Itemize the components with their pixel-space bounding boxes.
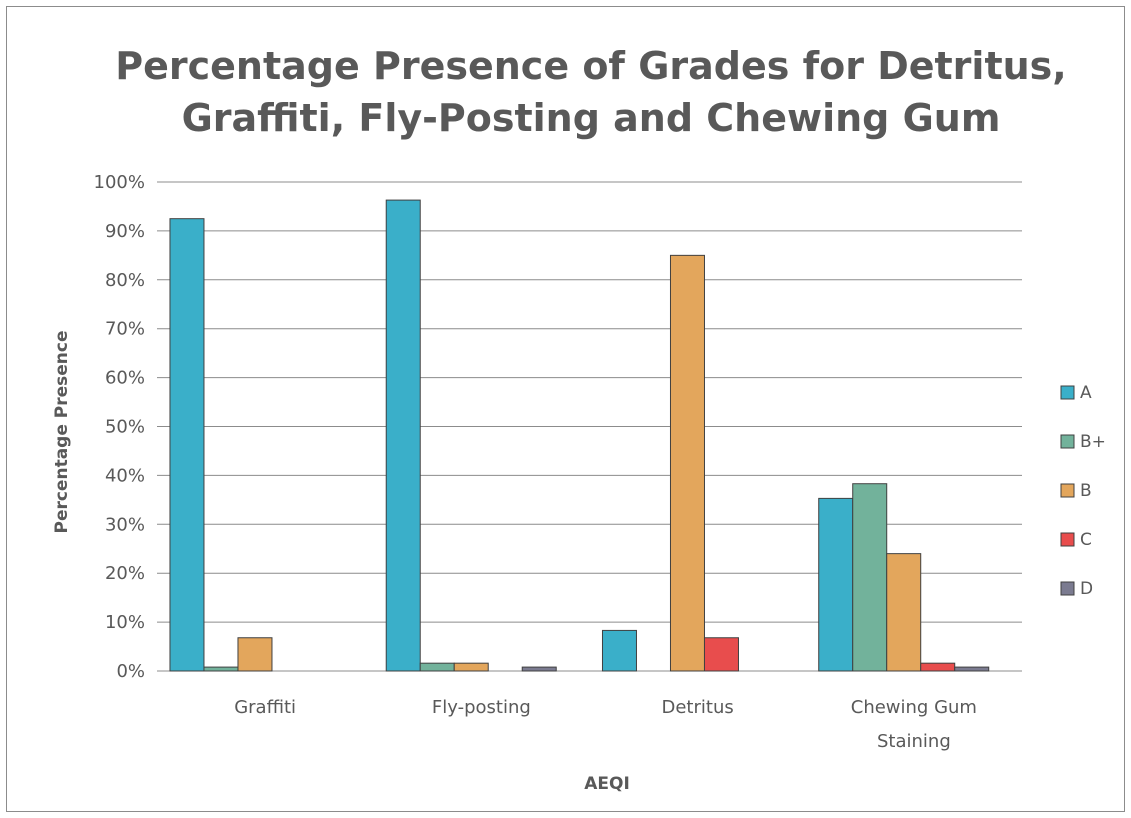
bar-bplus-0 (203, 666, 239, 672)
x-category-label: Staining (877, 731, 951, 752)
y-tick-label: 0% (116, 661, 145, 682)
legend-label: A (1080, 383, 1092, 403)
legend-swatch (1060, 581, 1075, 596)
y-axis-title: Percentage Presence (52, 330, 72, 533)
chart-frame: Percentage Presence of Grades for Detrit… (6, 6, 1125, 812)
legend-label: B+ (1080, 432, 1106, 452)
bar-b-3 (886, 553, 922, 672)
bar-d-3 (954, 666, 990, 672)
bar-chart: Percentage Presence of Grades for Detrit… (52, 44, 1106, 794)
bar-bplus-3 (852, 483, 888, 672)
bar-a-3 (818, 497, 854, 672)
bar-bplus-1 (419, 662, 455, 672)
y-tick-label: 50% (105, 417, 145, 438)
bars (169, 199, 990, 672)
legend-swatch (1060, 434, 1075, 449)
y-axis-ticks: 0% 10% 20% 30% 40% 50% 60% 70% 80% 90% 100% (94, 172, 145, 682)
bar-b-0 (237, 637, 273, 672)
legend-label: C (1080, 530, 1092, 550)
x-category-label: Detritus (662, 697, 734, 718)
legend-label: B (1080, 481, 1092, 501)
y-tick-label: 70% (105, 319, 145, 340)
y-tick-label: 80% (105, 270, 145, 291)
x-axis-categories: Graffiti Fly-posting Detritus Chewing Gum St… (234, 697, 977, 752)
y-tick-label: 20% (105, 563, 145, 584)
gridlines (157, 181, 1022, 672)
x-category-label: Graffiti (234, 697, 296, 718)
y-tick-label: 100% (94, 172, 145, 193)
y-tick-label: 60% (105, 368, 145, 389)
bar-b-1 (453, 662, 489, 672)
bar-d-1 (521, 666, 557, 672)
chart-title-line-2: Graffiti, Fly-Posting and Chewing Gum (182, 96, 1001, 140)
y-tick-label: 10% (105, 612, 145, 633)
bar-a-1 (385, 199, 421, 672)
legend-swatch (1060, 385, 1075, 400)
chart-title-line-1: Percentage Presence of Grades for Detrit… (115, 44, 1066, 88)
bar-c-2 (703, 637, 739, 672)
bar-b-2 (669, 254, 705, 672)
y-tick-label: 30% (105, 514, 145, 535)
y-tick-label: 40% (105, 465, 145, 486)
bar-a-0 (169, 218, 205, 672)
legend: A B+ B C D (1060, 383, 1106, 599)
legend-swatch (1060, 532, 1075, 547)
y-tick-label: 90% (105, 221, 145, 242)
chart-title: Percentage Presence of Grades for Detrit… (115, 44, 1066, 140)
x-category-label: Fly-posting (432, 697, 531, 718)
legend-label: D (1080, 579, 1093, 599)
legend-swatch (1060, 483, 1075, 498)
x-category-label: Chewing Gum (851, 697, 977, 718)
x-axis-title: AEQI (584, 774, 630, 794)
bar-a-2 (601, 629, 637, 672)
bar-c-3 (920, 662, 956, 672)
